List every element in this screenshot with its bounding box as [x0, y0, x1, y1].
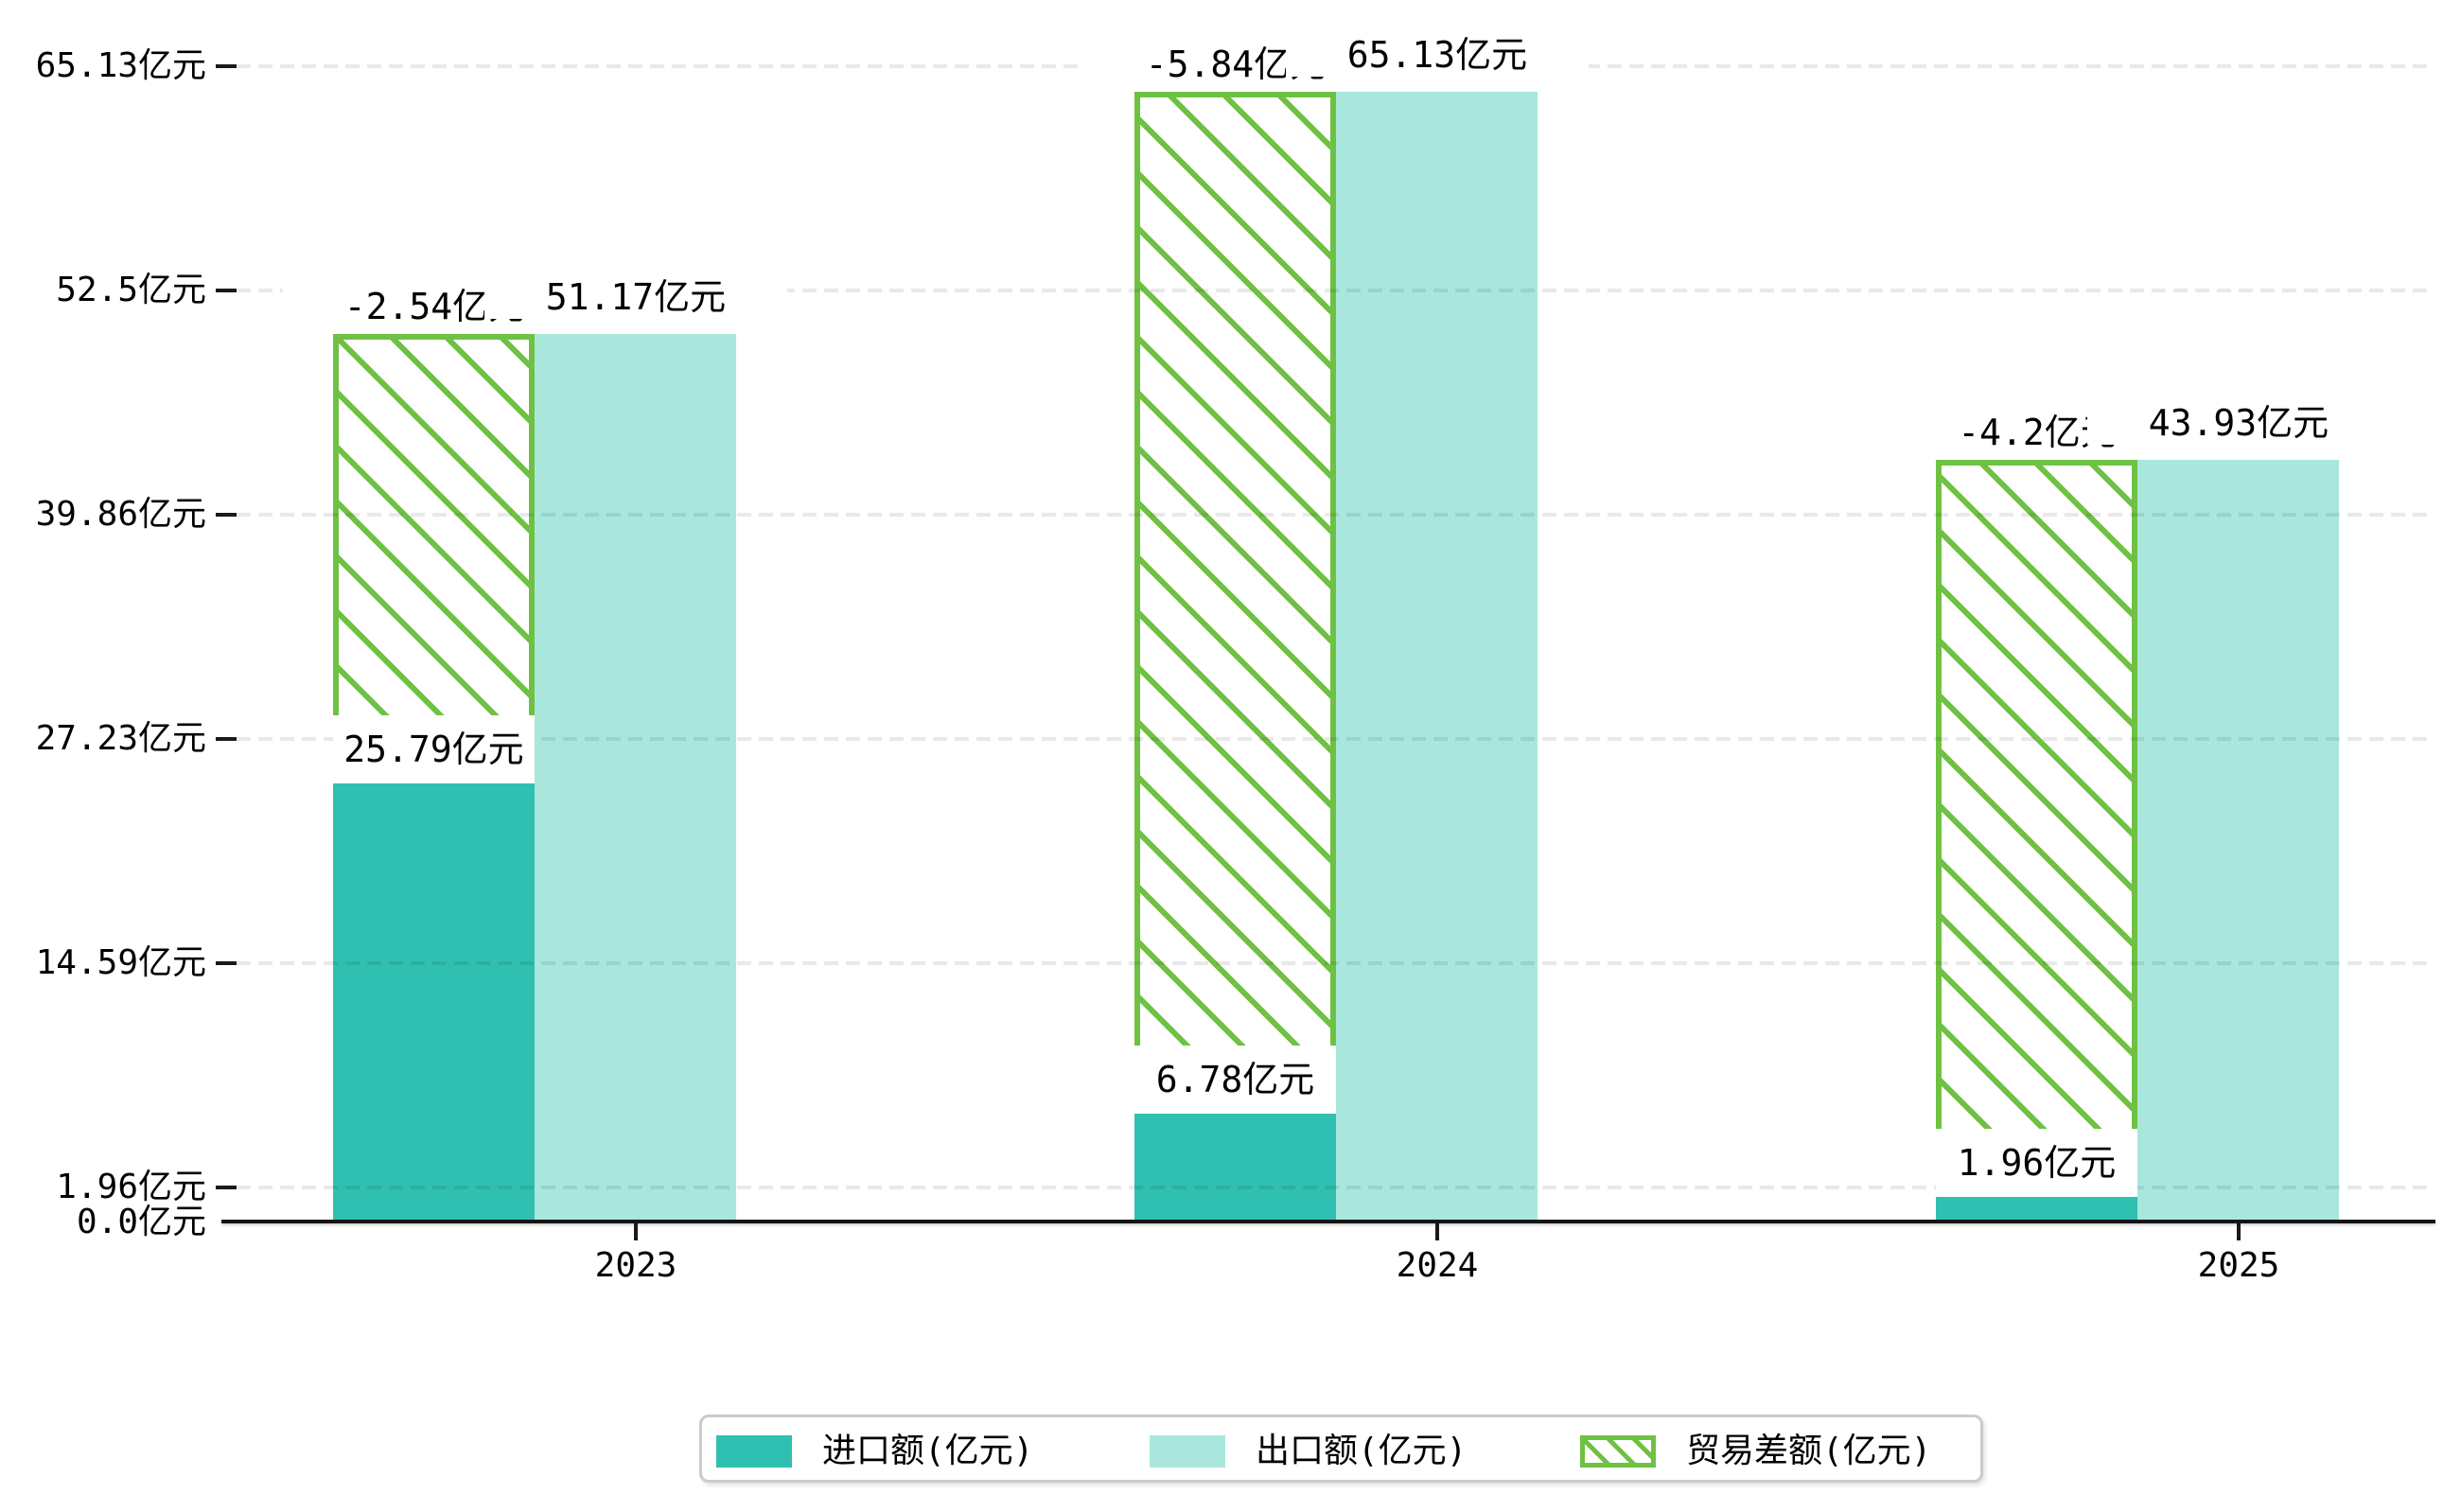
gridline [237, 513, 2432, 517]
y-tick-label: 1.96亿元 [56, 1168, 206, 1206]
x-tick-mark [634, 1223, 638, 1240]
label-import-2023: 25.79亿元 [333, 715, 535, 783]
y-tick-mark [216, 513, 237, 517]
y-tick-label: 0.0亿元 [76, 1203, 206, 1241]
legend-label-import: 进口额(亿元) [822, 1432, 1034, 1470]
y-tick-mark [216, 289, 237, 292]
x-axis-line [221, 1220, 2435, 1223]
export-swatch-icon [1150, 1435, 1225, 1468]
legend-label-export: 出口额(亿元) [1256, 1432, 1468, 1470]
bar-export-2023 [535, 334, 736, 1222]
bar-export-2025 [2137, 460, 2339, 1222]
y-tick-mark [216, 64, 237, 68]
label-import-2025: 1.96亿元 [1936, 1129, 2137, 1197]
bar-import-2023 [333, 774, 535, 1222]
gridline [237, 289, 2432, 292]
y-tick-label: 27.23亿元 [35, 719, 206, 758]
x-tick-label-2023: 2023 [594, 1246, 677, 1285]
label-export-2025: 43.93亿元 [2087, 401, 2390, 445]
legend-label-diff: 贸易差额(亿元) [1686, 1432, 1932, 1470]
label-export-2023: 51.17亿元 [484, 275, 787, 319]
gridline [237, 737, 2432, 741]
gridline [237, 1186, 2432, 1189]
bar-import-2024 [1134, 1104, 1336, 1222]
label-export-2024: 65.13亿元 [1286, 33, 1589, 77]
import-swatch-icon [716, 1435, 792, 1468]
x-tick-mark [1435, 1223, 1439, 1240]
bar-diff-2024 [1134, 92, 1336, 1110]
y-tick-mark [216, 961, 237, 965]
y-tick-mark [216, 1186, 237, 1189]
legend-item-diff: 贸易差额(亿元) [1580, 1417, 1931, 1486]
y-tick-mark [216, 737, 237, 741]
label-import-2024: 6.78亿元 [1134, 1046, 1336, 1114]
legend-item-import: 进口额(亿元) [716, 1417, 1033, 1486]
x-tick-label-2025: 2025 [2197, 1246, 2280, 1285]
y-tick-label: 52.5亿元 [56, 271, 206, 309]
x-tick-label-2024: 2024 [1396, 1246, 1479, 1285]
bar-export-2024 [1336, 92, 1538, 1222]
x-tick-mark [2237, 1223, 2241, 1240]
legend: 进口额(亿元) 出口额(亿元) 贸易差额(亿元) [699, 1415, 1983, 1483]
y-tick-label: 65.13亿元 [35, 46, 206, 85]
y-tick-label: 14.59亿元 [35, 943, 206, 982]
y-tick-label: 39.86亿元 [35, 495, 206, 534]
diff-hatch-swatch-icon [1580, 1435, 1656, 1468]
gridline [237, 961, 2432, 965]
bar-diff-2023 [333, 334, 535, 780]
legend-item-export: 出口额(亿元) [1150, 1417, 1467, 1486]
